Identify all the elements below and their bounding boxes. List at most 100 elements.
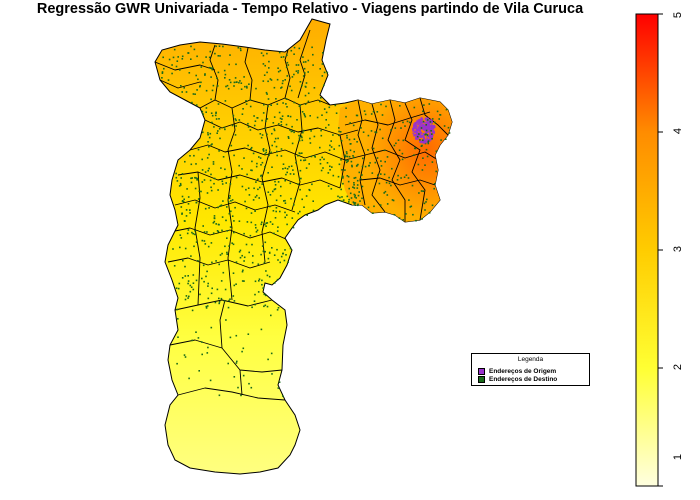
destination-point (233, 284, 236, 287)
destination-point (329, 144, 331, 147)
destination-point (229, 336, 232, 339)
origin-points (412, 117, 436, 144)
destination-point (357, 163, 359, 166)
destination-point (312, 53, 314, 56)
destination-point (243, 280, 245, 282)
destination-point (224, 168, 226, 171)
destination-point (348, 198, 350, 201)
destination-point (374, 131, 376, 133)
destination-point (209, 379, 212, 382)
origin-point (421, 121, 424, 124)
destination-point (258, 156, 260, 158)
destination-point (354, 202, 357, 204)
destination-point (205, 107, 208, 109)
destination-point (298, 137, 301, 140)
destination-point (197, 148, 200, 151)
destination-point (257, 291, 260, 293)
destination-point (184, 275, 187, 277)
destination-point (282, 252, 284, 255)
destination-point (286, 54, 288, 56)
district-border (387, 99, 406, 222)
destination-point (187, 229, 190, 231)
destination-point (232, 243, 235, 246)
destination-point (275, 98, 277, 100)
destination-point (177, 287, 180, 290)
origin-point (418, 126, 421, 129)
destination-point (340, 140, 343, 142)
destination-point (286, 223, 288, 226)
destination-point (392, 199, 395, 202)
district-border (364, 149, 439, 161)
destination-point (179, 69, 181, 71)
destination-point (380, 103, 382, 106)
destination-point (275, 145, 278, 148)
destination-point (175, 176, 178, 179)
destination-point (311, 46, 313, 49)
destination-point (215, 112, 217, 114)
destination-point (431, 133, 433, 135)
destination-point (209, 132, 212, 135)
destination-point (256, 117, 259, 119)
destination-point (309, 142, 312, 144)
district-border (174, 299, 273, 311)
destination-point (289, 173, 292, 175)
destination-point (379, 128, 381, 131)
destination-point (424, 209, 426, 211)
legend-item-destination: Endereços de Destino (478, 376, 557, 383)
destination-point (388, 176, 390, 179)
destination-point (361, 174, 363, 176)
origin-point (426, 127, 429, 130)
destination-point (208, 153, 210, 156)
destination-point (415, 219, 417, 222)
destination-point (267, 191, 270, 193)
destination-point (416, 135, 419, 138)
destination-point (340, 159, 342, 161)
destination-point (402, 121, 404, 124)
destination-point (221, 180, 224, 183)
destination-point (272, 190, 274, 193)
destination-point (176, 60, 179, 62)
destination-point (405, 213, 407, 215)
destination-point (233, 300, 236, 302)
destination-point (425, 148, 428, 151)
destination-point (443, 125, 446, 127)
destination-point (445, 108, 448, 111)
destination-point (267, 105, 269, 108)
destination-point (214, 114, 217, 117)
destination-point (402, 219, 404, 221)
destination-point (265, 120, 267, 122)
destination-point (346, 195, 349, 198)
destination-point (245, 100, 247, 102)
district-border (219, 299, 226, 349)
destination-point (277, 259, 279, 261)
destination-point (284, 79, 286, 81)
destination-point (380, 165, 383, 167)
origin-point (420, 131, 423, 134)
destination-point (217, 206, 219, 209)
destination-point (207, 133, 209, 136)
destination-point (181, 58, 184, 60)
origin-point (428, 140, 431, 142)
origin-point (431, 125, 434, 128)
destination-point (223, 300, 226, 302)
destination-point (205, 111, 207, 113)
destination-point (200, 341, 203, 343)
destination-point (272, 210, 275, 212)
origin-point (419, 134, 421, 136)
destination-point (261, 119, 263, 122)
destination-point (180, 177, 182, 179)
destination-point (185, 215, 188, 217)
colorbar-ticks (658, 13, 663, 487)
destination-point (254, 196, 257, 198)
destination-point (254, 280, 257, 283)
origin-point (418, 134, 421, 136)
destination-point (222, 271, 225, 274)
destination-point (291, 142, 294, 145)
destination-point (264, 241, 267, 244)
origin-point (413, 124, 415, 127)
destination-point (271, 166, 273, 168)
destination-point (293, 101, 295, 104)
destination-point (301, 152, 303, 154)
destination-point (239, 47, 242, 50)
destination-point (193, 48, 196, 51)
